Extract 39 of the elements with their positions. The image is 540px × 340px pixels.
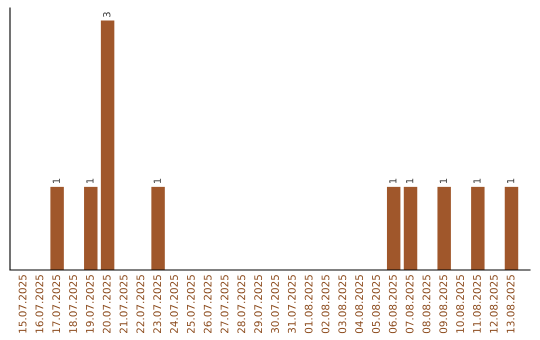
x-tick-label: 11.08.2025 xyxy=(472,275,481,333)
data-label: 1 xyxy=(389,178,396,183)
x-tick-label: 23.07.2025 xyxy=(153,275,162,334)
x-tick-label: 01.08.2025 xyxy=(304,275,313,334)
x-tick-label: 18.07.2025 xyxy=(69,275,77,333)
x-tick-label: 09.08.2025 xyxy=(439,275,448,334)
x-tick-label: 12.08.2025 xyxy=(490,275,498,333)
data-label: 1 xyxy=(406,178,414,183)
x-tick-label: 26.07.2025 xyxy=(204,275,212,334)
x-tick-label: 07.08.2025 xyxy=(406,275,414,334)
x-tick-label: 31.07.2025 xyxy=(288,275,296,334)
data-label: 1 xyxy=(473,178,481,183)
x-tick-label: 02.08.2025 xyxy=(322,275,330,334)
x-tick-label: 03.08.2025 xyxy=(338,275,346,334)
x-tick-label: 10.08.2025 xyxy=(456,275,464,333)
x-tick-label: 16.07.2025 xyxy=(35,275,44,333)
data-label: 1 xyxy=(52,178,60,183)
x-tick-label: 13.08.2025 xyxy=(506,275,515,333)
x-tick-label: 06.08.2025 xyxy=(388,275,397,334)
x-tick-label: 19.07.2025 xyxy=(86,275,94,333)
x-tick-label: 20.07.2025 xyxy=(102,275,111,334)
x-tick-label: 30.07.2025 xyxy=(271,275,279,334)
x-tick-label: 25.07.2025 xyxy=(186,275,195,334)
x-tick-label: 27.07.2025 xyxy=(220,275,228,334)
x-tick-label: 29.07.2025 xyxy=(254,275,262,334)
x-tick-label: 21.07.2025 xyxy=(120,275,128,334)
data-label: 1 xyxy=(507,178,514,183)
x-tick-label: 24.07.2025 xyxy=(170,275,178,334)
x-tick-label: 22.07.2025 xyxy=(136,275,144,334)
data-label: 1 xyxy=(154,178,161,183)
x-tick-label: 08.08.2025 xyxy=(422,275,430,334)
x-tick-label: 04.08.2025 xyxy=(355,275,364,334)
x-tick-label: 05.08.2025 xyxy=(372,275,380,334)
x-tick-label: 28.07.2025 xyxy=(237,275,246,334)
data-label: 1 xyxy=(440,178,447,183)
x-tick-label: 15.07.2025 xyxy=(18,275,26,333)
x-tick-label: 17.07.2025 xyxy=(52,275,60,333)
data-label: 1 xyxy=(86,178,94,183)
data-label: 3 xyxy=(103,12,110,17)
